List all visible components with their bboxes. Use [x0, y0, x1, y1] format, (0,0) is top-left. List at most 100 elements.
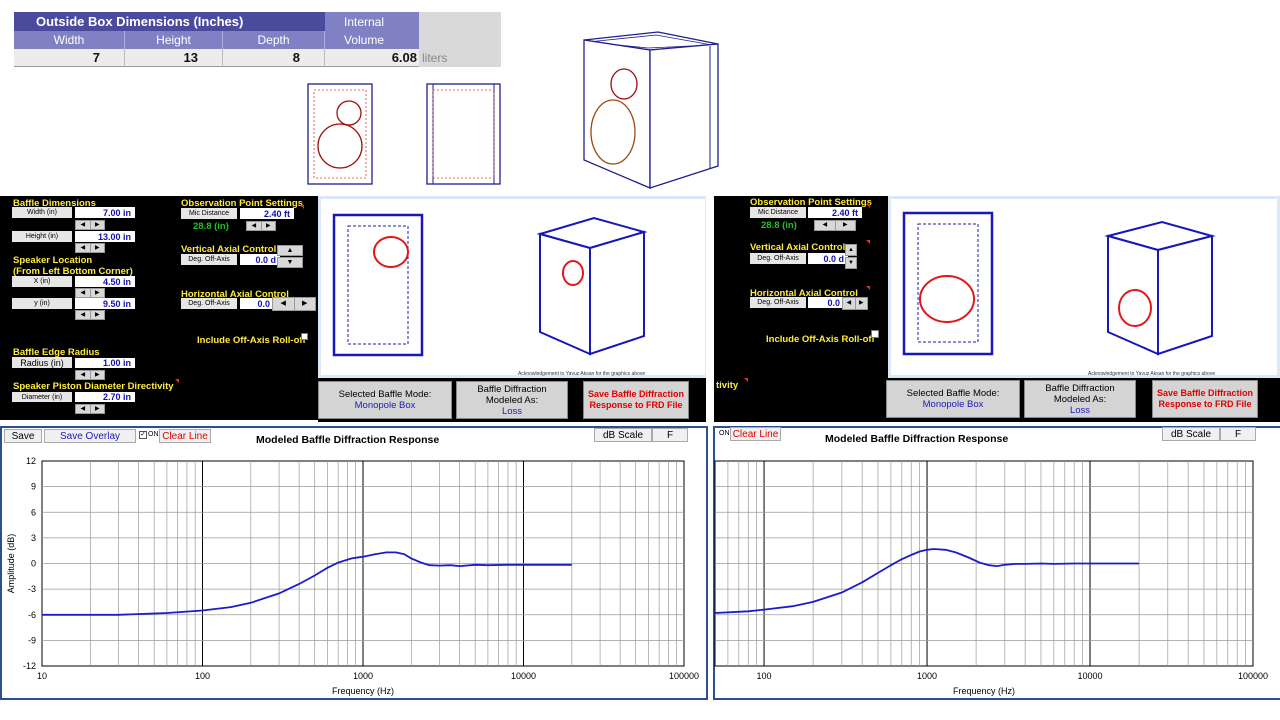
- height-cell[interactable]: 13: [125, 49, 223, 67]
- include-offaxis-checkbox[interactable]: [301, 333, 308, 340]
- spin-right-icon[interactable]: ▶: [265, 223, 271, 229]
- include-offaxis-checkbox[interactable]: [871, 330, 879, 338]
- spin-left-icon[interactable]: ◀: [273, 298, 295, 310]
- chart-title: Modeled Baffle Diffraction Response: [825, 433, 1009, 445]
- x-spinner[interactable]: ◀ ▶: [75, 288, 105, 298]
- front-baffle-diagram: [307, 83, 373, 185]
- spin-right-icon[interactable]: ▶: [94, 290, 100, 296]
- comment-marker: [300, 205, 304, 209]
- mic-distance-label: Mic Distance: [750, 207, 806, 218]
- width-spinner[interactable]: ◀ ▶: [75, 220, 105, 230]
- spin-left-icon[interactable]: ◀: [76, 244, 91, 252]
- on-label: ON: [719, 430, 730, 437]
- spin-left-icon[interactable]: ◀: [76, 311, 91, 319]
- f-button[interactable]: F: [652, 428, 688, 442]
- on-label: ON: [148, 431, 159, 438]
- spin-right-icon[interactable]: ▶: [94, 372, 100, 378]
- horizontal-spinner[interactable]: ◀ ▶: [272, 297, 316, 311]
- col-width: Width: [14, 31, 125, 49]
- spin-left-icon[interactable]: ◀: [247, 222, 262, 230]
- x-tick-label: 10000: [1078, 671, 1103, 681]
- db-scale-button[interactable]: dB Scale: [1162, 427, 1220, 441]
- y-label: y (in): [12, 298, 72, 309]
- horizontal-offaxis-field[interactable]: 0.0: [240, 298, 274, 309]
- spin-right-icon[interactable]: ▶: [94, 222, 100, 228]
- mic-distance-label: Mic Distance: [181, 208, 237, 219]
- db-scale-button[interactable]: dB Scale: [594, 428, 652, 442]
- piston-diameter-field[interactable]: 2.70 in: [75, 392, 135, 402]
- edge-radius-heading: Baffle Edge Radius: [13, 347, 100, 358]
- vertical-up-button[interactable]: ▲: [845, 244, 857, 256]
- right-panel-divider: [706, 196, 714, 422]
- speaker-y-field[interactable]: 9.50 in: [75, 298, 135, 309]
- save-button[interactable]: Save: [4, 429, 42, 443]
- baffle-height-field[interactable]: 13.00 in: [75, 231, 135, 242]
- x-tick-label: 100000: [669, 671, 699, 681]
- modeled-label-2: Modeled As:: [1053, 393, 1107, 405]
- y-tick-label: 9: [31, 482, 36, 492]
- vertical-up-button[interactable]: ▲: [277, 245, 303, 256]
- spin-right-icon[interactable]: ▶: [94, 245, 100, 251]
- x-tick-label: 100: [195, 671, 210, 681]
- internal-header-1: Internal: [325, 12, 419, 31]
- baffle-width-field[interactable]: 7.00 in: [75, 207, 135, 218]
- spin-left-icon[interactable]: ◀: [815, 221, 836, 230]
- spin-left-icon[interactable]: ◀: [76, 405, 91, 413]
- selected-mode-label: Selected Baffle Mode:: [906, 388, 1000, 399]
- horizontal-spinner[interactable]: ◀ ▶: [842, 297, 868, 310]
- horizontal-offaxis-field[interactable]: 0.0: [808, 297, 844, 308]
- vertical-offaxis-field[interactable]: 0.0 d: [240, 254, 280, 265]
- spin-left-icon[interactable]: ◀: [843, 298, 856, 309]
- width-cell[interactable]: 7: [14, 49, 125, 67]
- mic-distance-inches: 28.8 (in): [761, 220, 797, 231]
- mic-distance-field[interactable]: 2.40 ft: [240, 208, 294, 219]
- clear-line-button[interactable]: Clear Line: [159, 429, 211, 443]
- spin-left-icon[interactable]: ◀: [76, 289, 91, 297]
- right-baffle-3d-drawing: [1104, 220, 1216, 356]
- vertical-down-button[interactable]: ▼: [845, 257, 857, 269]
- spin-right-icon[interactable]: ▶: [94, 406, 100, 412]
- spin-left-icon[interactable]: ◀: [76, 371, 91, 379]
- mic-spinner[interactable]: ◀ ▶: [814, 220, 856, 231]
- observation-heading: Observation Point Settings: [750, 197, 872, 208]
- x-tick-label: 100: [757, 671, 772, 681]
- depth-cell[interactable]: 8: [223, 49, 325, 67]
- vertical-offaxis-field[interactable]: 0.0 d: [808, 253, 848, 264]
- x-axis-label: Frequency (Hz): [953, 686, 1015, 696]
- spin-right-icon[interactable]: ▶: [842, 222, 848, 228]
- mic-distance-field[interactable]: 2.40 ft: [808, 207, 862, 218]
- save-frd-button[interactable]: Save Baffle Diffraction Response to FRD F…: [583, 381, 689, 419]
- y-tick-label: 6: [31, 507, 36, 517]
- table-title: Outside Box Dimensions (Inches): [14, 12, 325, 31]
- save-overlay-button[interactable]: Save Overlay: [44, 429, 136, 443]
- spin-left-icon[interactable]: ◀: [76, 221, 91, 229]
- left-baffle-front-drawing: [332, 213, 424, 357]
- clear-line-button[interactable]: Clear Line: [730, 427, 781, 441]
- f-button[interactable]: F: [1220, 427, 1256, 441]
- overlay-on-checkbox[interactable]: ✓: [139, 431, 147, 439]
- spin-right-icon[interactable]: ▶: [858, 300, 864, 306]
- y-spinner[interactable]: ◀ ▶: [75, 310, 105, 320]
- diameter-spinner[interactable]: ◀ ▶: [75, 404, 105, 414]
- height-spinner[interactable]: ◀ ▶: [75, 243, 105, 253]
- table-header-filler: [419, 12, 501, 67]
- radius-spinner[interactable]: ◀ ▶: [75, 370, 105, 380]
- speaker-x-field[interactable]: 4.50 in: [75, 276, 135, 287]
- spin-right-icon[interactable]: ▶: [94, 312, 100, 318]
- modeled-label-1: Baffle Diffraction: [477, 383, 547, 395]
- graphics-acknowledgement: Acknowledgement to Yavuz Aksan for the g…: [1088, 371, 1216, 377]
- col-depth: Depth: [223, 31, 325, 49]
- horizontal-offaxis-label: Deg. Off-Axis: [181, 298, 237, 309]
- save-frd-label-1: Save Baffle Diffraction: [587, 389, 685, 399]
- save-frd-label-2: Response to FRD File: [1158, 399, 1252, 409]
- mic-spinner[interactable]: ◀ ▶: [246, 221, 276, 231]
- response-line: [714, 548, 1140, 614]
- vertical-down-button[interactable]: ▼: [277, 257, 303, 268]
- save-frd-button[interactable]: Save Baffle Diffraction Response to FRD F…: [1152, 380, 1258, 418]
- edge-radius-field[interactable]: 1.00 in: [75, 358, 135, 368]
- diffraction-modeled-as: Baffle Diffraction Modeled As: Loss: [1024, 380, 1136, 418]
- selected-baffle-mode: Selected Baffle Mode: Monopole Box: [886, 380, 1020, 418]
- back-panel-diagram: [426, 83, 501, 185]
- chart-title: Modeled Baffle Diffraction Response: [256, 434, 440, 446]
- spin-right-icon[interactable]: ▶: [302, 300, 308, 307]
